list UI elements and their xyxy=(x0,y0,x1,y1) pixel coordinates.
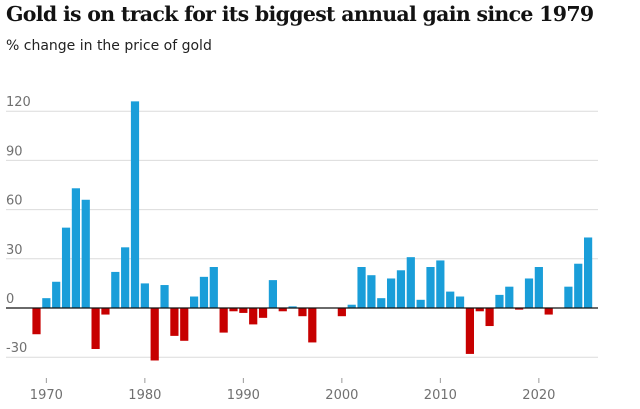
bar-2017 xyxy=(505,286,514,308)
bar-2007 xyxy=(406,257,415,308)
bar-1976 xyxy=(101,308,110,315)
bar-1997 xyxy=(308,308,317,343)
bar-1975 xyxy=(91,308,100,349)
bar-1992 xyxy=(258,308,268,318)
bar-1969 xyxy=(32,308,41,335)
bar-2021 xyxy=(544,308,553,315)
bar-1995 xyxy=(288,306,297,308)
x-tick-labels: 1970 1980 1990 2000 2010 2020 xyxy=(30,378,555,403)
bar-1988 xyxy=(219,308,228,333)
gridlines xyxy=(6,110,598,358)
x-tick-label: 1980 xyxy=(128,388,161,403)
bar-1970 xyxy=(42,298,51,308)
bar-2008 xyxy=(416,299,425,308)
bar-1994 xyxy=(278,308,287,312)
y-tick-label: 90 xyxy=(6,144,23,159)
chart-title: Gold is on track for its biggest annual … xyxy=(6,2,594,26)
bar-1990 xyxy=(239,308,248,313)
bar-1984 xyxy=(180,308,189,341)
bar-1982 xyxy=(160,285,169,308)
bar-2012 xyxy=(455,296,465,308)
bar-1977 xyxy=(111,271,120,308)
y-tick-label: 120 xyxy=(6,95,31,110)
chart-subtitle: % change in the price of gold xyxy=(6,38,212,54)
bar-1974 xyxy=(81,199,90,308)
bar-1993 xyxy=(268,280,277,308)
y-tick-label: 60 xyxy=(6,194,23,209)
bar-1987 xyxy=(209,267,218,308)
x-tick-label: 1970 xyxy=(30,388,63,403)
bar-2023 xyxy=(564,286,573,308)
bar-2015 xyxy=(485,308,494,327)
bar-2024 xyxy=(574,263,583,308)
bar-2018 xyxy=(515,308,524,310)
bar-2025 xyxy=(584,237,593,308)
x-tick-label: 2010 xyxy=(424,388,457,403)
bar-2004 xyxy=(377,298,386,308)
bar-1978 xyxy=(121,247,130,308)
bar-2000 xyxy=(337,308,346,317)
y-tick-label: -30 xyxy=(6,341,27,356)
bar-1979 xyxy=(130,101,140,308)
bar-1996 xyxy=(298,308,307,317)
bar-2020 xyxy=(534,267,543,308)
bar-2003 xyxy=(367,275,376,308)
bar-1989 xyxy=(229,308,238,312)
bar-2002 xyxy=(357,267,366,308)
bars xyxy=(32,101,593,361)
bar-2014 xyxy=(475,308,484,312)
bar-2011 xyxy=(446,291,455,308)
bar-2001 xyxy=(347,304,356,308)
bar-2013 xyxy=(465,308,474,354)
bar-1991 xyxy=(249,308,258,325)
x-tick-label: 2020 xyxy=(522,388,555,403)
bar-2005 xyxy=(387,278,396,308)
bar-1986 xyxy=(199,276,209,308)
bar-1972 xyxy=(61,227,71,308)
y-tick-label: 30 xyxy=(6,243,23,258)
bar-2006 xyxy=(396,270,406,308)
bar-2019 xyxy=(524,278,534,308)
y-tick-labels: -30 0 30 60 90 120 xyxy=(6,95,31,356)
bar-2016 xyxy=(495,294,504,308)
bar-1973 xyxy=(71,188,80,308)
bar-1983 xyxy=(170,308,179,336)
bar-2010 xyxy=(436,260,445,308)
x-tick-label: 1990 xyxy=(227,388,260,403)
bar-1985 xyxy=(190,296,199,308)
bar-1971 xyxy=(52,281,61,308)
bar-1980 xyxy=(140,283,149,308)
y-tick-label: 0 xyxy=(6,292,14,307)
bar-1981 xyxy=(150,308,159,361)
x-tick-label: 2000 xyxy=(325,388,358,403)
bar-2009 xyxy=(426,267,435,308)
